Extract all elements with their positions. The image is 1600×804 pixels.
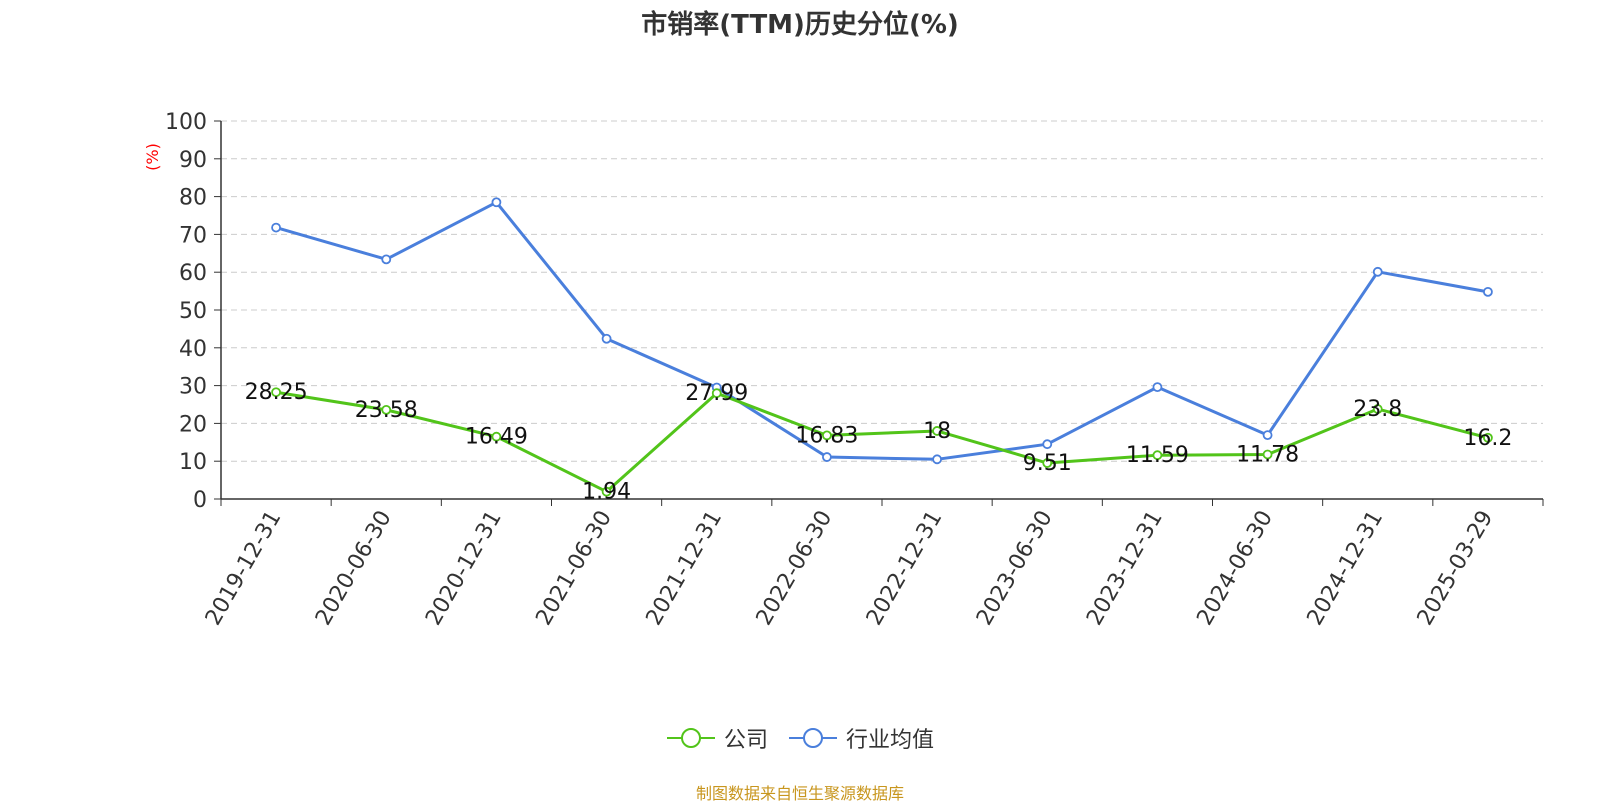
industry-point [601,333,612,344]
data-labels: 28.25 23.58 16.49 1.94 27.99 16.83 18 9.51 11.59… [245,380,1513,504]
legend: 公司 行业均值 [0,722,1600,754]
industry-point [1042,439,1053,450]
y-tick-label: 20 [179,412,207,437]
data-label: 28.25 [245,380,308,405]
company-point [601,486,612,497]
x-tick-label: 2025-03-29 [1413,507,1499,630]
legend-item-company[interactable]: 公司 [666,722,768,754]
y-tick-label: 40 [179,337,207,362]
company-line [275,390,1489,494]
data-label: 11.78 [1236,442,1299,467]
grid-lines [221,120,1543,462]
x-tick-label: 2023-06-30 [972,507,1058,630]
legend-industry-label: 行业均值 [846,728,935,753]
legend-item-industry[interactable]: 行业均值 [788,722,934,754]
industry-point [381,254,392,265]
industry-point [822,452,832,462]
company-point [711,388,722,399]
x-tick-label: 2020-12-31 [421,506,507,629]
industry-point [491,197,502,208]
industry-point [1372,266,1383,277]
data-label: 9.51 [1023,451,1072,476]
y-tick-label: 80 [179,186,207,211]
y-tick-label: 70 [179,223,207,248]
x-tick-label: 2021-12-31 [642,507,728,630]
industry-point [1262,430,1273,441]
y-tick-label: 0 [193,488,207,513]
y-tick-label: 100 [165,110,207,135]
x-tick-label: 2020-06-30 [311,507,397,630]
y-tick-label: 90 [179,148,207,173]
x-tick-label: 2024-12-31 [1303,507,1389,630]
company-point [822,430,832,441]
industry-point [1152,382,1163,393]
company-point [1372,404,1383,414]
y-tick-label: 30 [179,375,207,400]
industry-point [1483,286,1493,297]
legend-industry-icon [789,728,837,748]
x-tick-label: 2022-06-30 [752,507,838,630]
y-tick-label: 50 [179,299,207,324]
x-tick-label: 2023-12-31 [1082,507,1168,630]
company-point [1152,450,1163,461]
data-label: 27.99 [685,381,748,406]
data-label: 16.49 [465,425,528,450]
industry-point [932,454,942,465]
company-point [1483,432,1493,443]
legend-company-label: 公司 [723,728,768,753]
axes: 0 10 20 30 40 50 60 70 80 90 100 2019-12-31 2020-06-… [165,110,1544,630]
x-tick-label: 2022-12-31 [862,506,948,629]
x-tick-label: 2019-12-31 [201,507,287,630]
y-axis-label: (%) [143,143,162,171]
x-tick-label: 2024-06-30 [1192,507,1278,630]
chart-title: 市销率(TTM)历史分位(%) [641,10,959,40]
company-point [1042,458,1053,468]
x-tick-label: 2021-06-30 [531,507,617,630]
industry-line [275,200,1489,461]
y-tick-label: 60 [179,261,207,286]
data-label: 16.83 [795,423,858,448]
series-lines [271,197,1493,497]
data-label: 23.8 [1353,397,1402,422]
y-tick-label: 10 [179,450,207,475]
company-point [381,404,392,415]
company-point [932,426,942,436]
source-note: 制图数据来自恒生聚源数据库 [695,784,904,803]
industry-point [271,222,281,233]
company-point [491,431,502,442]
data-label: 23.58 [355,398,418,423]
company-point [271,387,281,398]
company-point [1262,449,1273,460]
data-label: 16.2 [1463,426,1512,451]
data-label: 18 [923,419,951,444]
data-label: 11.59 [1126,443,1189,468]
legend-company-icon [666,728,715,748]
data-label: 1.94 [582,480,631,505]
